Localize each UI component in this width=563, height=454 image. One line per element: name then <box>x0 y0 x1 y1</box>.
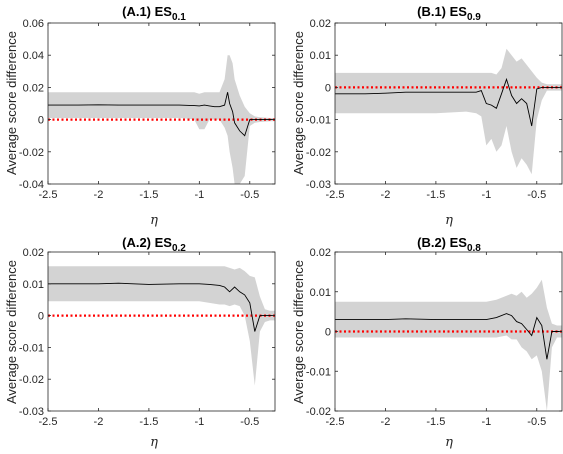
x-tick-label: -2.5 <box>326 189 345 201</box>
x-tick-label: -2 <box>94 189 104 201</box>
x-axis-label: η <box>445 435 453 450</box>
x-axis-label: η <box>445 213 453 228</box>
axes-box <box>334 22 563 185</box>
y-tick-label: 0.02 <box>23 82 44 94</box>
y-axis-label: Average score difference <box>291 260 306 404</box>
panel-title: (A.2) ES0.2 <box>122 235 186 254</box>
x-tick-label: -0.5 <box>527 189 546 201</box>
x-tick-label: -2.5 <box>39 189 58 201</box>
y-tick-label: -0.02 <box>19 374 44 386</box>
plot-area: -2.5 -2 -1.5 -1 -0.5 -0.02 -0.01 0 0.01 0.02 <box>306 247 563 428</box>
x-tick-label: -2.5 <box>326 416 345 428</box>
x-tick-label: -2 <box>381 416 391 428</box>
panel-title: (B.1) ES0.9 <box>417 4 481 23</box>
y-axis-label: Average score difference <box>291 31 306 175</box>
x-tick-label: -0.5 <box>240 416 259 428</box>
mean-difference-line <box>335 77 562 127</box>
confidence-band <box>48 266 275 386</box>
y-tick-label: -0.01 <box>306 366 331 378</box>
y-tick-label: -0.03 <box>19 406 44 418</box>
y-tick-label: -0.02 <box>306 406 331 418</box>
x-tick-label: -2.5 <box>39 416 58 428</box>
mean-difference-line <box>48 282 275 332</box>
x-tick-label: -1.5 <box>426 189 445 201</box>
panel-b1: (B.1) ES0.9 Average score difference η -… <box>291 4 563 228</box>
y-tick-label: 0.02 <box>310 18 331 30</box>
x-tick-label: -1.5 <box>426 416 445 428</box>
axes-box <box>47 251 276 412</box>
x-tick-label: -1 <box>481 416 491 428</box>
y-tick-label: -0.04 <box>19 179 44 191</box>
y-axis-label: Average score difference <box>4 31 19 175</box>
x-tick-label: -1 <box>194 416 204 428</box>
y-tick-label: 0 <box>38 311 44 323</box>
y-tick-label: -0.01 <box>19 342 44 354</box>
y-tick-label: 0 <box>325 327 331 339</box>
y-axis-label: Average score difference <box>4 260 19 404</box>
plot-area: -2.5 -2 -1.5 -1 -0.5 -0.03 -0.02 -0.01 0 0.01 0.02 <box>306 18 563 201</box>
y-tick-label: -0.02 <box>19 147 44 159</box>
y-tick-label: 0.04 <box>23 50 44 62</box>
y-tick-label: 0 <box>325 82 331 94</box>
y-tick-label: -0.02 <box>306 147 331 159</box>
x-axis-label: η <box>150 213 158 228</box>
panel-b2: (B.2) ES0.8 Average score difference η -… <box>291 235 563 450</box>
y-tick-label: -0.01 <box>306 115 331 127</box>
mean-difference-line <box>48 92 275 137</box>
confidence-band <box>335 279 562 411</box>
y-tick-label: 0.02 <box>23 247 44 259</box>
axes-box <box>47 22 276 185</box>
panel-a1: (A.1) ES0.1 Average score difference η -… <box>4 4 276 228</box>
x-axis-label: η <box>150 435 158 450</box>
x-tick-label: -1.5 <box>139 189 158 201</box>
plot-area: -2.5 -2 -1.5 -1 -0.5 -0.04 -0.02 0 0.02 0.04 0.06 <box>19 18 276 201</box>
y-tick-label: 0.01 <box>310 50 331 62</box>
y-tick-label: 0.01 <box>23 279 44 291</box>
plot-area: -2.5 -2 -1.5 -1 -0.5 -0.03 -0.02 -0.01 0 0.01 0.02 <box>19 247 276 428</box>
x-tick-label: -0.5 <box>240 189 259 201</box>
y-tick-label: 0.06 <box>23 18 44 30</box>
x-tick-label: -1.5 <box>139 416 158 428</box>
y-tick-label: 0 <box>38 115 44 127</box>
x-tick-label: -2 <box>381 189 391 201</box>
panel-a2: (A.2) ES0.2 Average score difference η -… <box>4 235 276 450</box>
panel-title: (B.2) ES0.8 <box>417 235 481 254</box>
x-tick-label: -1 <box>481 189 491 201</box>
y-tick-label: 0.02 <box>310 247 331 259</box>
x-tick-label: -2 <box>94 416 104 428</box>
x-tick-label: -0.5 <box>527 416 546 428</box>
panel-title: (A.1) ES0.1 <box>122 4 186 23</box>
x-tick-label: -1 <box>194 189 204 201</box>
mean-difference-line <box>335 313 562 360</box>
confidence-band <box>335 48 562 175</box>
y-tick-label: -0.03 <box>306 179 331 191</box>
y-tick-label: 0.01 <box>310 287 331 299</box>
